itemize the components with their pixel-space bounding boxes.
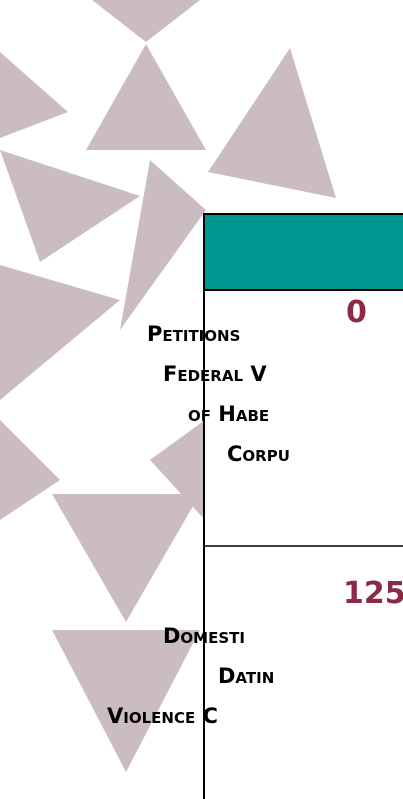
arrow xyxy=(52,630,200,772)
arrow xyxy=(92,0,200,42)
stat-number: 0 xyxy=(346,295,367,330)
stat-label: Datin xyxy=(218,664,274,688)
stat-label: of Habe xyxy=(188,402,269,426)
stat-label: Petitions xyxy=(147,322,240,346)
arrow xyxy=(0,150,140,262)
stat-label: Domesti xyxy=(163,624,245,648)
background-arrows xyxy=(0,0,336,772)
stat-label: Corpu xyxy=(227,442,290,466)
arrow xyxy=(208,48,336,198)
stat-label: Violence C xyxy=(107,704,218,728)
arrow xyxy=(0,52,68,138)
items: 0 Petitions Federal V of Habe Corpu 125 Domest… xyxy=(107,295,403,728)
arrow xyxy=(120,160,206,330)
header-band xyxy=(203,213,403,291)
stat-label: Federal V xyxy=(163,362,267,386)
arrow xyxy=(52,494,200,622)
stat-number: 125 xyxy=(343,576,403,611)
arrow xyxy=(0,265,120,400)
arrow xyxy=(86,44,206,150)
arrow xyxy=(0,420,60,520)
